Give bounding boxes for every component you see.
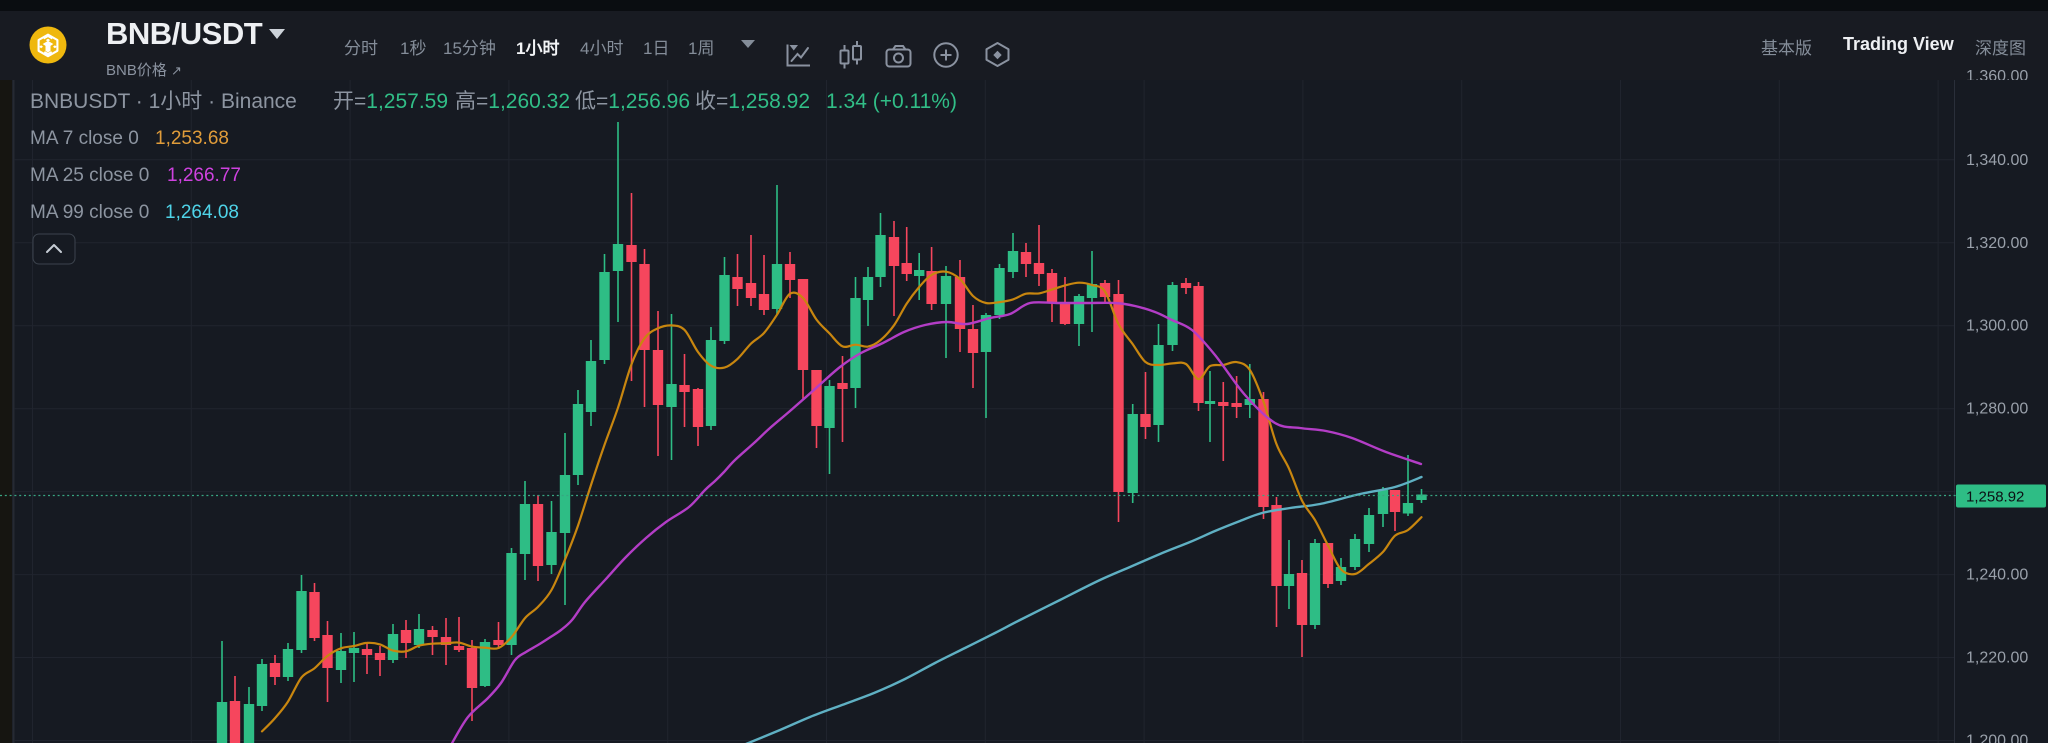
- svg-text:1,300.00: 1,300.00: [1966, 318, 2028, 335]
- svg-text:1,220.00: 1,220.00: [1966, 650, 2028, 667]
- svg-text:MA 99 close 01,264.08: MA 99 close 0 1,264.08: [30, 202, 239, 223]
- svg-text:MA 25 close 01,266.77: MA 25 close 0 1,266.77: [30, 165, 241, 186]
- svg-text:1,240.00: 1,240.00: [1966, 567, 2028, 584]
- svg-text:1,280.00: 1,280.00: [1966, 401, 2028, 418]
- svg-text:1,258.92: 1,258.92: [1966, 489, 2024, 506]
- svg-text:MA 7 close 01,253.68: MA 7 close 0 1,253.68: [30, 128, 229, 149]
- svg-text:1,200.00: 1,200.00: [1966, 733, 2028, 743]
- svg-text:1,340.00: 1,340.00: [1966, 152, 2028, 169]
- svg-text:1,320.00: 1,320.00: [1966, 235, 2028, 252]
